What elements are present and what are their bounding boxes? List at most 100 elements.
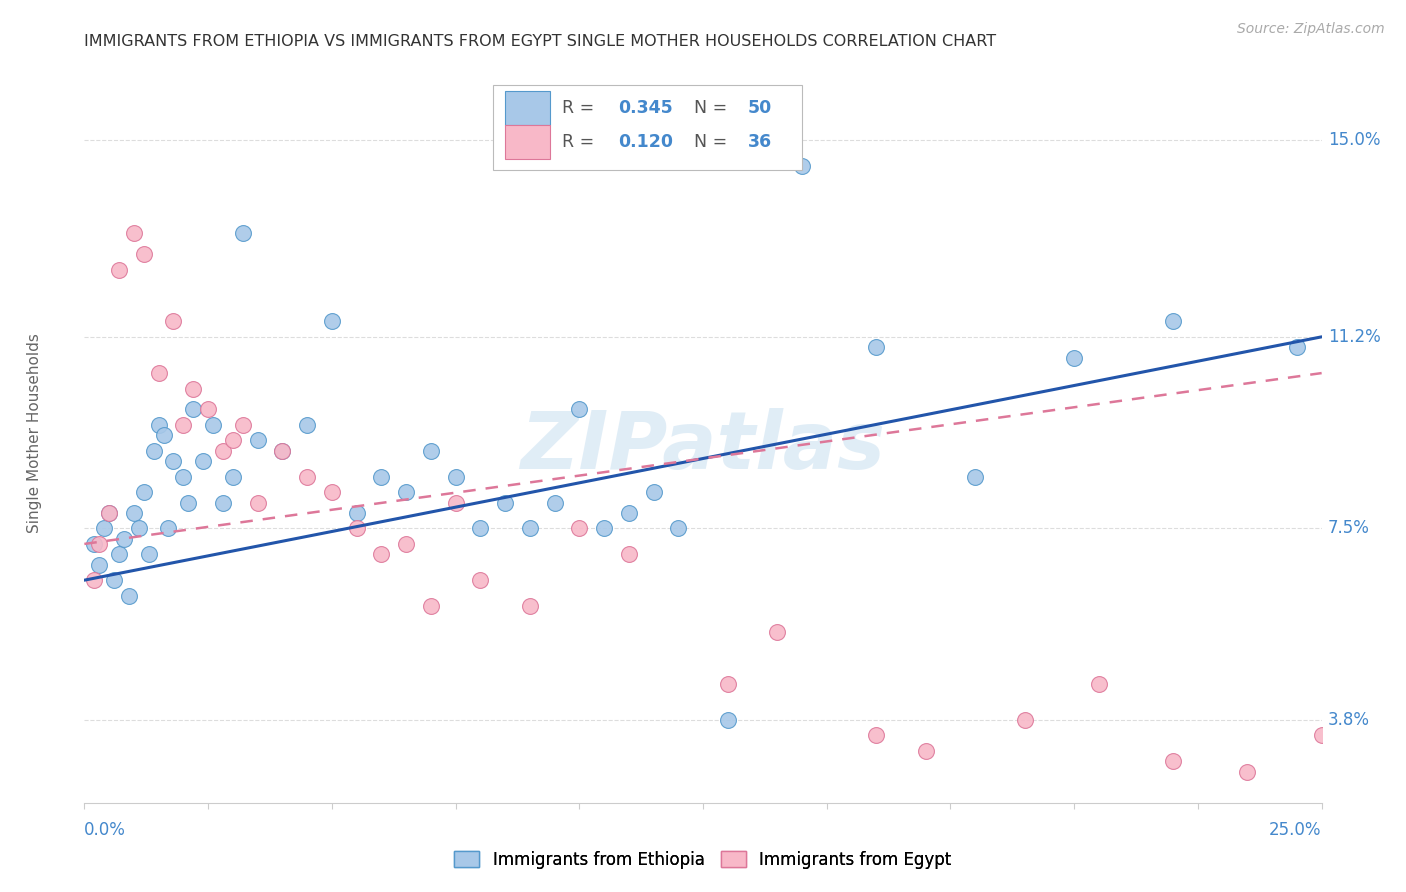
- Point: [965, 469, 987, 483]
- Point: [444, 469, 467, 483]
- Point: [271, 443, 294, 458]
- Point: [717, 713, 740, 727]
- Point: [494, 495, 516, 509]
- Point: [98, 506, 121, 520]
- Text: 36: 36: [748, 134, 772, 152]
- Point: [643, 485, 665, 500]
- Point: [122, 506, 145, 520]
- Point: [1063, 351, 1085, 365]
- Legend: Immigrants from Ethiopia, Immigrants from Egypt: Immigrants from Ethiopia, Immigrants fro…: [447, 845, 959, 876]
- Point: [1088, 677, 1111, 691]
- Point: [1161, 314, 1184, 328]
- Point: [132, 247, 155, 261]
- Point: [132, 485, 155, 500]
- Text: ZIPatlas: ZIPatlas: [520, 409, 886, 486]
- Point: [181, 402, 204, 417]
- Point: [172, 417, 194, 432]
- Point: [717, 677, 740, 691]
- Point: [271, 443, 294, 458]
- Point: [1161, 755, 1184, 769]
- Point: [222, 469, 245, 483]
- Point: [593, 521, 616, 535]
- Point: [108, 547, 131, 561]
- Point: [232, 227, 254, 241]
- Point: [112, 532, 135, 546]
- Text: 0.345: 0.345: [617, 99, 672, 117]
- Point: [470, 573, 492, 587]
- Point: [148, 366, 170, 380]
- Point: [370, 547, 392, 561]
- FancyBboxPatch shape: [492, 85, 801, 169]
- Point: [419, 599, 441, 613]
- Point: [321, 485, 343, 500]
- Point: [295, 469, 318, 483]
- Point: [766, 624, 789, 639]
- Text: 0.0%: 0.0%: [84, 822, 127, 839]
- Point: [1310, 729, 1333, 743]
- Text: R =: R =: [562, 99, 600, 117]
- Point: [1014, 713, 1036, 727]
- Point: [122, 227, 145, 241]
- Point: [395, 537, 418, 551]
- Point: [395, 485, 418, 500]
- Point: [152, 428, 174, 442]
- Point: [295, 417, 318, 432]
- Point: [128, 521, 150, 535]
- Text: 50: 50: [748, 99, 772, 117]
- Text: Source: ZipAtlas.com: Source: ZipAtlas.com: [1237, 22, 1385, 37]
- Text: Single Mother Households: Single Mother Households: [27, 333, 42, 533]
- Point: [444, 495, 467, 509]
- Point: [89, 537, 111, 551]
- Point: [568, 521, 591, 535]
- FancyBboxPatch shape: [505, 91, 550, 125]
- Point: [666, 521, 689, 535]
- Text: 3.8%: 3.8%: [1327, 711, 1369, 729]
- Point: [321, 314, 343, 328]
- FancyBboxPatch shape: [505, 126, 550, 160]
- Point: [346, 506, 368, 520]
- Point: [93, 521, 115, 535]
- Point: [191, 454, 214, 468]
- Point: [177, 495, 200, 509]
- Point: [914, 744, 936, 758]
- Point: [617, 547, 640, 561]
- Point: [89, 558, 111, 572]
- Point: [103, 573, 125, 587]
- Point: [1236, 764, 1258, 779]
- Point: [519, 599, 541, 613]
- Point: [181, 382, 204, 396]
- Point: [197, 402, 219, 417]
- Text: 7.5%: 7.5%: [1327, 519, 1369, 537]
- Point: [346, 521, 368, 535]
- Point: [142, 443, 165, 458]
- Text: 0.120: 0.120: [617, 134, 672, 152]
- Point: [162, 314, 184, 328]
- Point: [162, 454, 184, 468]
- Point: [108, 262, 131, 277]
- Text: N =: N =: [695, 99, 733, 117]
- Text: 15.0%: 15.0%: [1327, 131, 1381, 149]
- Point: [83, 573, 105, 587]
- Point: [148, 417, 170, 432]
- Point: [232, 417, 254, 432]
- Text: R =: R =: [562, 134, 600, 152]
- Point: [519, 521, 541, 535]
- Text: 11.2%: 11.2%: [1327, 328, 1381, 346]
- Point: [419, 443, 441, 458]
- Point: [865, 729, 887, 743]
- Point: [370, 469, 392, 483]
- Point: [212, 495, 235, 509]
- Point: [83, 537, 105, 551]
- Point: [98, 506, 121, 520]
- Point: [138, 547, 160, 561]
- Point: [246, 495, 269, 509]
- Point: [617, 506, 640, 520]
- Point: [212, 443, 235, 458]
- Point: [790, 159, 813, 173]
- Point: [222, 434, 245, 448]
- Point: [470, 521, 492, 535]
- Point: [1285, 340, 1308, 354]
- Text: IMMIGRANTS FROM ETHIOPIA VS IMMIGRANTS FROM EGYPT SINGLE MOTHER HOUSEHOLDS CORRE: IMMIGRANTS FROM ETHIOPIA VS IMMIGRANTS F…: [84, 34, 997, 49]
- Point: [543, 495, 565, 509]
- Point: [118, 589, 141, 603]
